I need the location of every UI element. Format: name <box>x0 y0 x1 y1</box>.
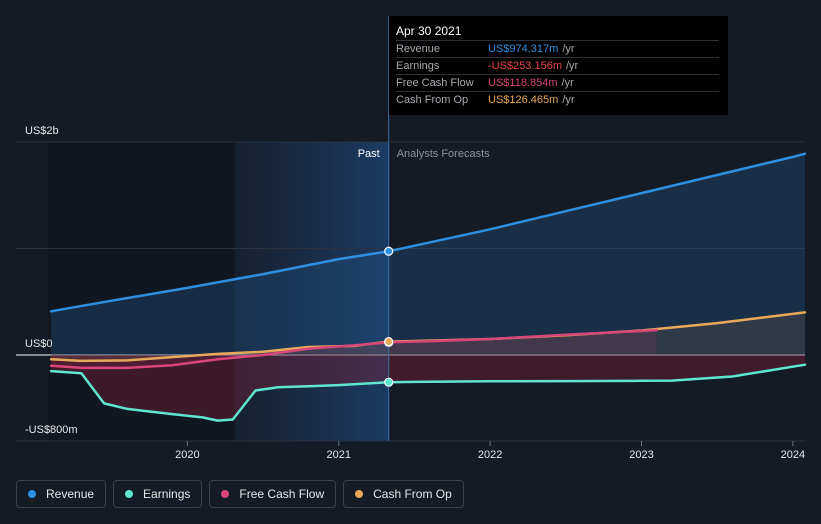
y-tick-label: -US$800m <box>25 424 78 436</box>
gridlines <box>16 141 805 442</box>
legend-earnings-button[interactable]: Earnings <box>113 480 203 508</box>
x-tick-label: 2020 <box>175 449 199 461</box>
cash-from-op-area <box>51 312 806 361</box>
legend-free-cash-flow-button[interactable]: Free Cash Flow <box>209 480 337 508</box>
tooltip-unit: /yr <box>561 77 574 89</box>
cash-from-op-marker <box>384 336 394 347</box>
legend-label: Earnings <box>143 487 191 501</box>
revenue-line <box>49 152 807 313</box>
legend-label: Cash From Op <box>373 487 452 501</box>
tooltip-value: US$118.854m <box>488 77 558 89</box>
tooltip-unit: /yr <box>562 43 575 55</box>
tooltip-label: Cash From Op <box>396 94 469 106</box>
x-tick-label: 2022 <box>478 449 502 461</box>
x-tick-label: 2023 <box>629 449 653 461</box>
legend-revenue-button[interactable]: Revenue <box>16 480 107 508</box>
y-tick-label: US$2b <box>25 125 59 137</box>
hover-tooltip: Apr 30 2021 Revenue US$974.317m /yr Earn… <box>389 16 728 115</box>
series-lines <box>49 152 807 422</box>
hover-markers <box>384 246 394 387</box>
past-label: Past <box>358 148 380 160</box>
tooltip-value: US$974.317m <box>488 43 559 55</box>
tooltip-label: Revenue <box>396 43 441 55</box>
chart-legend: Revenue Earnings Free Cash Flow Cash Fro… <box>16 480 471 508</box>
tooltip-unit: /yr <box>562 94 575 106</box>
tooltip-row-cash-from-op: Cash From Op US$126.465m /yr <box>396 91 719 108</box>
legend-dot-icon <box>28 490 36 498</box>
revenue-marker <box>384 246 394 256</box>
tooltip-label: Free Cash Flow <box>396 77 474 89</box>
legend-dot-icon <box>221 490 230 498</box>
x-tick-label: 2021 <box>327 449 351 461</box>
tooltip-date: Apr 30 2021 <box>396 24 462 38</box>
legend-dot-icon <box>125 490 134 498</box>
tooltip-row-free-cash-flow: Free Cash Flow US$118.854m /yr <box>396 74 719 91</box>
legend-label: Revenue <box>46 487 95 501</box>
tooltip-value: -US$253.156m <box>488 60 562 72</box>
axis-labels: US$2b US$0 -US$800m 2020 2021 2022 2023 2024 Pas… <box>25 125 805 461</box>
forecast-label: Analysts Forecasts <box>397 148 490 160</box>
x-tick-label: 2024 <box>781 449 805 461</box>
free-cash-flow-line <box>49 328 658 370</box>
past-highlight-band <box>235 142 389 441</box>
y-tick-label: US$0 <box>25 338 53 350</box>
legend-dot-icon <box>355 490 364 498</box>
tooltip-value: US$126.465m <box>488 94 559 106</box>
legend-cash-from-op-button[interactable]: Cash From Op <box>343 480 464 508</box>
revenue-area <box>51 153 806 355</box>
earnings-marker <box>384 377 394 387</box>
tooltip-unit: /yr <box>566 60 579 72</box>
legend-label: Free Cash Flow <box>239 487 325 501</box>
earnings-area <box>51 355 806 421</box>
tooltip-row-revenue: Revenue US$974.317m /yr <box>396 40 719 57</box>
tooltip-label: Earnings <box>396 60 440 72</box>
tooltip-row-earnings: Earnings -US$253.156m /yr <box>396 57 719 74</box>
pre-highlight-band <box>48 142 235 441</box>
earnings-line <box>49 363 807 422</box>
